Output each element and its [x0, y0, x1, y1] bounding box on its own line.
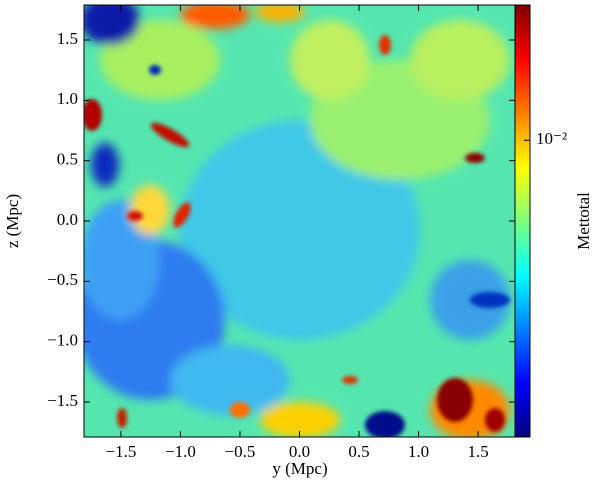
x-tick-label: 0.0	[289, 442, 310, 461]
y-tick-label: 1.0	[57, 89, 78, 108]
x-axis-label: y (Mpc)	[272, 459, 327, 478]
colorbar-tick-label: 10⁻²	[536, 129, 567, 148]
colorbar-label: Mettotal	[574, 192, 593, 250]
y-tick-label: 0.0	[57, 210, 78, 229]
colorbar	[514, 4, 531, 438]
y-tick-label: −1.5	[47, 391, 78, 410]
y-tick-label: 0.5	[57, 150, 78, 169]
x-tick-label: 0.5	[348, 442, 369, 461]
x-tick-label: −0.5	[225, 442, 256, 461]
y-tick-label: −0.5	[47, 270, 78, 289]
x-tick-label: −1.5	[105, 442, 136, 461]
heatmap-field	[84, 5, 515, 437]
y-tick-label: 1.5	[57, 29, 78, 48]
x-tick-label: 1.0	[408, 442, 429, 461]
y-axis-label: z (Mpc)	[3, 194, 22, 248]
x-tick-label: 1.5	[467, 442, 488, 461]
x-tick-label: −1.0	[165, 442, 196, 461]
y-tick-label: −1.0	[47, 331, 78, 350]
